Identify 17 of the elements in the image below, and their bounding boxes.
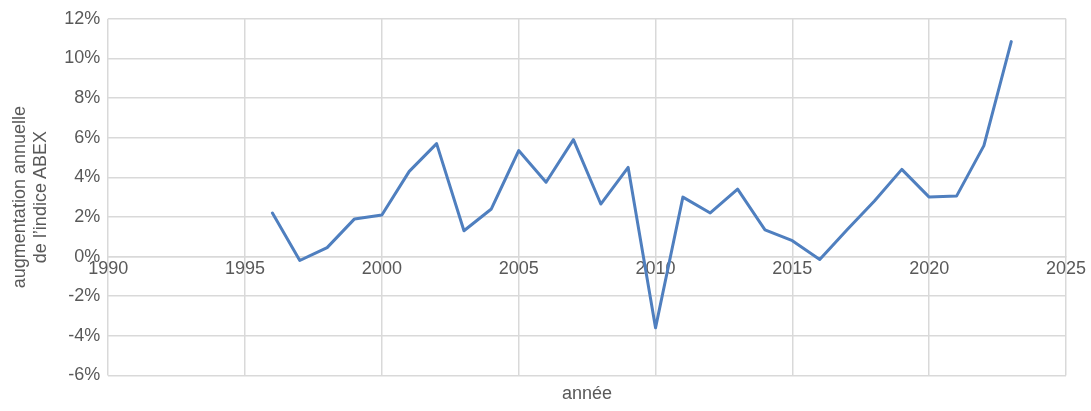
y-tick-label: 10% — [64, 47, 101, 68]
y-tick-label: 4% — [74, 166, 101, 187]
y-tick-label: 8% — [74, 87, 101, 108]
x-tick-label: 2020 — [909, 258, 950, 279]
y-tick-label: 2% — [74, 205, 101, 226]
x-tick-label: 2000 — [361, 258, 402, 279]
y-tick-label: 12% — [64, 7, 101, 28]
y-tick-label: -6% — [68, 364, 101, 385]
x-axis-title: année — [562, 383, 613, 404]
x-tick-label: 2005 — [498, 258, 539, 279]
y-tick-label: -4% — [68, 324, 101, 345]
x-tick-label: 2025 — [1045, 258, 1087, 279]
y-tick-label: -2% — [68, 285, 101, 306]
y-tick-label: 6% — [74, 126, 101, 147]
y-axis-title: augmentation annuelle de l’indice ABEX — [8, 106, 51, 289]
x-tick-label: 1995 — [225, 258, 266, 279]
x-tick-label: 2015 — [772, 258, 813, 279]
